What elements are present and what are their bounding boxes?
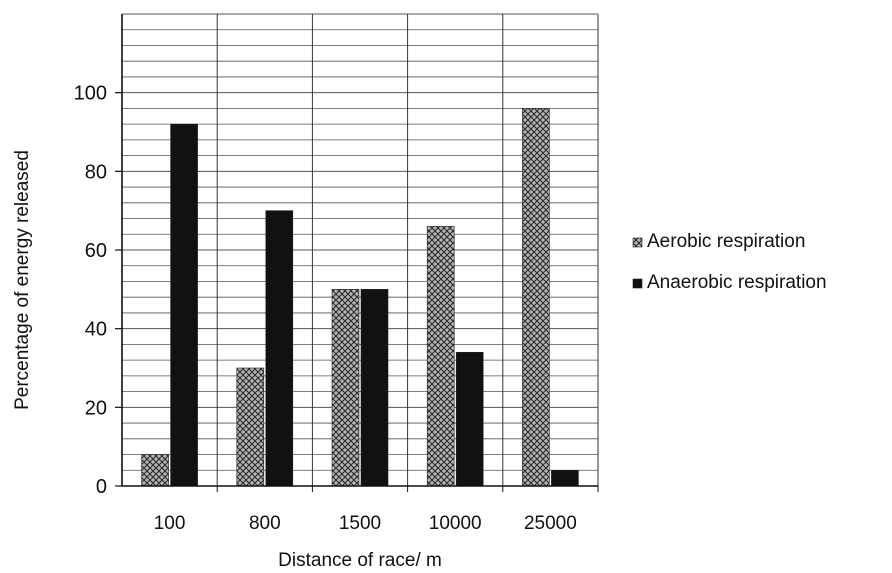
legend-swatch-aerobic [632,237,643,248]
x-axis-label: Distance of race/ m [278,550,442,571]
bar-aerobic-1500 [331,289,360,487]
x-tick-label-100: 100 [154,513,186,534]
y-tick-label-80: 80 [85,161,107,183]
bar-anaerobic-100 [170,123,198,487]
bar-anaerobic-800 [265,210,294,487]
bar-anaerobic-1500 [360,289,389,487]
y-tick-label-0: 0 [96,476,107,498]
x-tick-label-1500: 1500 [339,513,381,534]
legend: Aerobic respiration Anaerobic respiration [632,231,827,293]
y-axis-label: Percentage of energy released [12,150,33,410]
bar-aerobic-10000 [426,226,455,487]
y-tick-label-40: 40 [85,319,107,341]
bar-anaerobic-10000 [455,351,484,487]
legend-swatch-anaerobic [632,278,643,289]
x-tick-label-25000: 25000 [524,513,577,534]
y-tick-label-20: 20 [85,397,107,419]
legend-label-aerobic: Aerobic respiration [647,231,805,252]
x-tick-label-800: 800 [249,513,281,534]
bar-aerobic-800 [236,367,265,487]
bar-aerobic-25000 [522,108,550,487]
y-tick-label-100: 100 [74,83,107,105]
x-tick-label-10000: 10000 [429,513,482,534]
bars [141,108,579,487]
gridlines [122,13,599,487]
axes: 100 800 1500 10000 25000 0 20 40 60 80 100 [74,14,599,534]
legend-label-anaerobic: Anaerobic respiration [647,272,827,293]
y-tick-label-60: 60 [85,240,107,262]
bar-aerobic-100 [141,454,169,487]
bar-anaerobic-25000 [551,469,579,487]
